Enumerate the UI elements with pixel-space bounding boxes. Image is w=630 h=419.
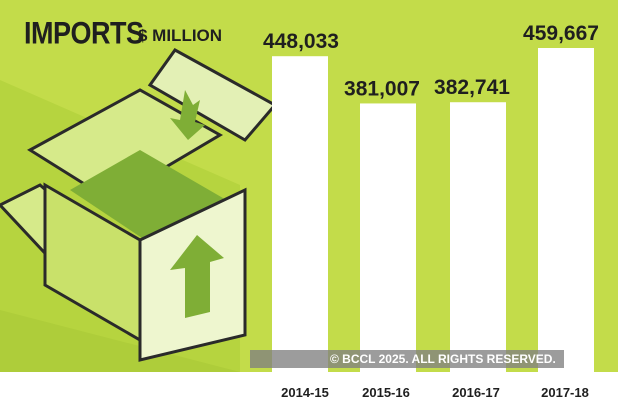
bar-2014-15 (272, 56, 328, 372)
open-box-arrow-icon (0, 48, 278, 372)
bar-2017-18 (538, 48, 594, 372)
copyright-notice: © BCCL 2025. ALL RIGHTS RESERVED. (330, 352, 556, 366)
bar-2015-16 (360, 103, 416, 372)
category-label-2016-17: 2016-17 (452, 385, 500, 400)
value-label-2016-17: 382,741 (434, 76, 510, 99)
category-label-2017-18: 2017-18 (541, 385, 589, 400)
value-label-2014-15: 448,033 (263, 30, 339, 53)
copyright-bar (250, 350, 564, 368)
category-label-2014-15: 2014-15 (281, 385, 329, 400)
bar-2016-17 (450, 102, 506, 372)
category-label-2015-16: 2015-16 (362, 385, 410, 400)
value-label-2015-16: 381,007 (344, 77, 420, 100)
value-label-2017-18: 459,667 (523, 22, 599, 45)
chart-title: IMPORTS (24, 16, 144, 51)
chart-unit: $ MILLION (138, 26, 223, 45)
